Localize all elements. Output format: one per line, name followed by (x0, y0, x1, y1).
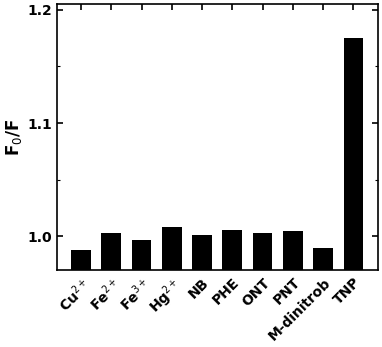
Y-axis label: F$_0$/F: F$_0$/F (4, 119, 24, 156)
Bar (343, 38, 363, 347)
Bar (132, 240, 151, 347)
Bar (192, 235, 212, 347)
Bar (162, 227, 181, 347)
Bar (283, 231, 303, 347)
Bar (313, 248, 333, 347)
Bar (253, 233, 272, 347)
Bar (222, 230, 242, 347)
Bar (71, 250, 91, 347)
Bar (102, 233, 121, 347)
